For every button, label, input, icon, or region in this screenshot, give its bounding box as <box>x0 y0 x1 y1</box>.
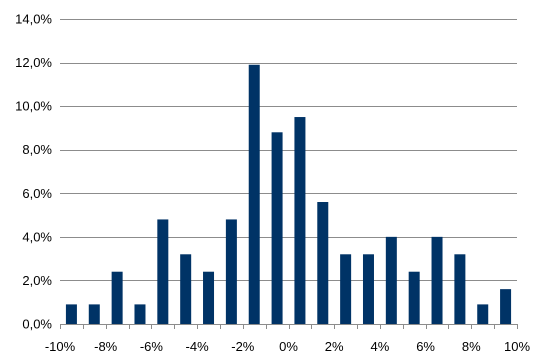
bar <box>340 254 352 324</box>
bar <box>385 236 397 324</box>
y-tick-label: 0,0% <box>22 317 52 332</box>
bar <box>180 254 192 324</box>
x-tick-label: 0% <box>279 339 298 354</box>
y-tick-label: 2,0% <box>22 273 52 288</box>
bar <box>431 236 443 324</box>
x-tick-label: -6% <box>140 339 164 354</box>
y-tick-labels: 0,0% 2,0% 4,0% 6,0% 8,0% 10,0% 12,0% 14,0% <box>15 12 52 332</box>
y-tick-label: 14,0% <box>15 12 52 27</box>
bar <box>88 304 100 324</box>
y-tick-label: 6,0% <box>22 186 52 201</box>
y-tick-label: 8,0% <box>22 142 52 157</box>
y-tick-label: 4,0% <box>22 229 52 244</box>
bar <box>408 271 420 324</box>
bar <box>271 132 283 324</box>
bar <box>248 64 260 324</box>
bar <box>203 271 215 324</box>
x-tick-label: -8% <box>94 339 118 354</box>
bar <box>477 304 489 324</box>
x-tick-label: 8% <box>462 339 481 354</box>
bar <box>225 219 237 324</box>
bar <box>294 117 306 324</box>
bar <box>134 304 146 324</box>
bar <box>500 289 512 324</box>
bar <box>317 202 329 324</box>
x-tick-label: 4% <box>371 339 390 354</box>
bar <box>65 304 77 324</box>
x-tick-label: -2% <box>231 339 255 354</box>
bar <box>454 254 466 324</box>
bar <box>157 219 169 324</box>
x-tick-label: 6% <box>416 339 435 354</box>
gridlines <box>60 19 517 281</box>
y-tick-label: 12,0% <box>15 55 52 70</box>
x-tick-label: -4% <box>186 339 210 354</box>
y-tick-label: 10,0% <box>15 99 52 114</box>
bars <box>65 64 512 324</box>
x-tick-label: -10% <box>45 339 76 354</box>
bar <box>362 254 374 324</box>
x-tick-labels: -10% -8% -6% -4% -2% 0% 2% 4% 6% 8% 10% <box>45 339 531 354</box>
axes <box>60 324 518 329</box>
x-tick-label: 10% <box>504 339 530 354</box>
x-tick-label: 2% <box>325 339 344 354</box>
bar <box>111 271 123 324</box>
